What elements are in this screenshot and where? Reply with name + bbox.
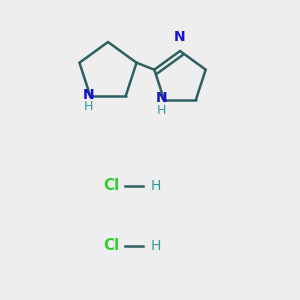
Text: N: N: [156, 91, 167, 105]
Text: N: N: [83, 88, 95, 102]
Text: Cl: Cl: [103, 178, 119, 194]
Text: Cl: Cl: [103, 238, 119, 253]
Text: H: H: [151, 179, 161, 193]
Text: H: H: [157, 104, 166, 117]
Text: N: N: [174, 30, 186, 44]
Text: H: H: [84, 100, 94, 113]
Text: H: H: [151, 239, 161, 253]
